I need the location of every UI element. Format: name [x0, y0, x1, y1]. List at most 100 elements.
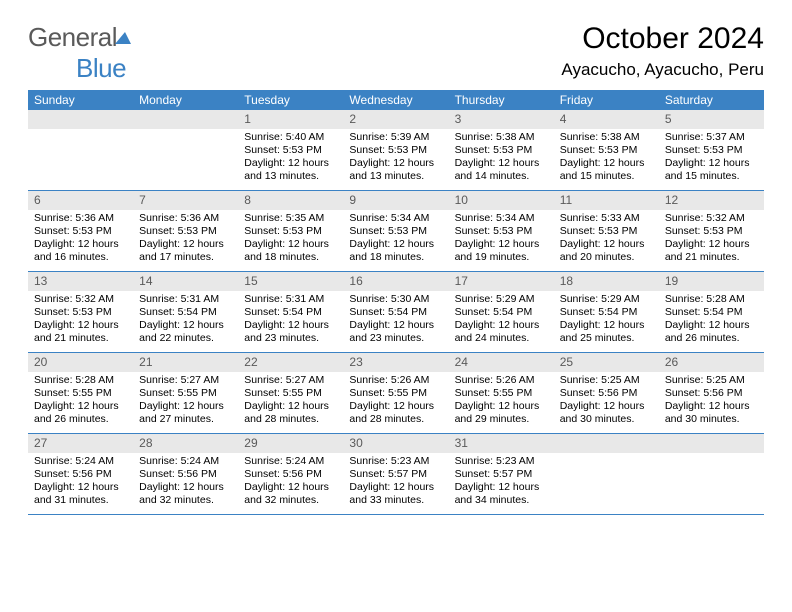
sunset-text: Sunset: 5:53 PM	[34, 306, 127, 319]
day-cell: 27Sunrise: 5:24 AMSunset: 5:56 PMDayligh…	[28, 434, 133, 514]
day-cell: 17Sunrise: 5:29 AMSunset: 5:54 PMDayligh…	[449, 272, 554, 352]
sunset-text: Sunset: 5:53 PM	[34, 225, 127, 238]
day-body: Sunrise: 5:31 AMSunset: 5:54 PMDaylight:…	[238, 291, 343, 352]
daylight-text: and 23 minutes.	[244, 332, 337, 345]
sunset-text: Sunset: 5:53 PM	[455, 225, 548, 238]
daylight-text: and 15 minutes.	[665, 170, 758, 183]
day-cell: 6Sunrise: 5:36 AMSunset: 5:53 PMDaylight…	[28, 191, 133, 271]
day-body: Sunrise: 5:32 AMSunset: 5:53 PMDaylight:…	[659, 210, 764, 271]
daylight-text: Daylight: 12 hours	[139, 238, 232, 251]
daylight-text: Daylight: 12 hours	[244, 157, 337, 170]
day-number: 2	[343, 110, 448, 129]
day-number: 17	[449, 272, 554, 291]
sunset-text: Sunset: 5:57 PM	[455, 468, 548, 481]
week-row: 1Sunrise: 5:40 AMSunset: 5:53 PMDaylight…	[28, 110, 764, 191]
daylight-text: and 13 minutes.	[244, 170, 337, 183]
daylight-text: and 15 minutes.	[560, 170, 653, 183]
daylight-text: Daylight: 12 hours	[455, 238, 548, 251]
daylight-text: and 32 minutes.	[139, 494, 232, 507]
day-body: Sunrise: 5:23 AMSunset: 5:57 PMDaylight:…	[449, 453, 554, 514]
sunrise-text: Sunrise: 5:39 AM	[349, 131, 442, 144]
daylight-text: and 25 minutes.	[560, 332, 653, 345]
daylight-text: and 18 minutes.	[244, 251, 337, 264]
day-number: 14	[133, 272, 238, 291]
logo-word2: Blue	[76, 53, 126, 83]
sunset-text: Sunset: 5:57 PM	[349, 468, 442, 481]
day-number: 5	[659, 110, 764, 129]
day-header-cell: Friday	[554, 90, 659, 110]
daylight-text: Daylight: 12 hours	[665, 238, 758, 251]
daylight-text: Daylight: 12 hours	[34, 400, 127, 413]
day-cell	[659, 434, 764, 514]
sunrise-text: Sunrise: 5:32 AM	[34, 293, 127, 306]
daylight-text: Daylight: 12 hours	[244, 319, 337, 332]
day-body: Sunrise: 5:24 AMSunset: 5:56 PMDaylight:…	[238, 453, 343, 514]
day-number: 13	[28, 272, 133, 291]
daylight-text: Daylight: 12 hours	[139, 481, 232, 494]
day-header-cell: Thursday	[449, 90, 554, 110]
sunrise-text: Sunrise: 5:29 AM	[455, 293, 548, 306]
sunrise-text: Sunrise: 5:36 AM	[34, 212, 127, 225]
week-row: 13Sunrise: 5:32 AMSunset: 5:53 PMDayligh…	[28, 272, 764, 353]
day-body: Sunrise: 5:34 AMSunset: 5:53 PMDaylight:…	[449, 210, 554, 271]
sunset-text: Sunset: 5:54 PM	[139, 306, 232, 319]
day-cell: 20Sunrise: 5:28 AMSunset: 5:55 PMDayligh…	[28, 353, 133, 433]
daylight-text: and 23 minutes.	[349, 332, 442, 345]
day-body: Sunrise: 5:36 AMSunset: 5:53 PMDaylight:…	[133, 210, 238, 271]
day-body: Sunrise: 5:30 AMSunset: 5:54 PMDaylight:…	[343, 291, 448, 352]
sunset-text: Sunset: 5:56 PM	[665, 387, 758, 400]
sunset-text: Sunset: 5:54 PM	[665, 306, 758, 319]
logo-text: General Blue	[28, 22, 133, 84]
day-body: Sunrise: 5:26 AMSunset: 5:55 PMDaylight:…	[343, 372, 448, 433]
daylight-text: and 17 minutes.	[139, 251, 232, 264]
day-body: Sunrise: 5:39 AMSunset: 5:53 PMDaylight:…	[343, 129, 448, 190]
empty-day-num	[133, 110, 238, 129]
sunrise-text: Sunrise: 5:31 AM	[139, 293, 232, 306]
daylight-text: and 30 minutes.	[665, 413, 758, 426]
day-number: 25	[554, 353, 659, 372]
day-cell: 14Sunrise: 5:31 AMSunset: 5:54 PMDayligh…	[133, 272, 238, 352]
day-cell: 8Sunrise: 5:35 AMSunset: 5:53 PMDaylight…	[238, 191, 343, 271]
daylight-text: and 22 minutes.	[139, 332, 232, 345]
day-body: Sunrise: 5:32 AMSunset: 5:53 PMDaylight:…	[28, 291, 133, 352]
day-number: 27	[28, 434, 133, 453]
day-body: Sunrise: 5:28 AMSunset: 5:54 PMDaylight:…	[659, 291, 764, 352]
sunrise-text: Sunrise: 5:37 AM	[665, 131, 758, 144]
day-number: 16	[343, 272, 448, 291]
sunset-text: Sunset: 5:56 PM	[139, 468, 232, 481]
daylight-text: Daylight: 12 hours	[34, 238, 127, 251]
sunrise-text: Sunrise: 5:26 AM	[455, 374, 548, 387]
day-body: Sunrise: 5:38 AMSunset: 5:53 PMDaylight:…	[449, 129, 554, 190]
daylight-text: and 19 minutes.	[455, 251, 548, 264]
daylight-text: and 16 minutes.	[34, 251, 127, 264]
day-body: Sunrise: 5:27 AMSunset: 5:55 PMDaylight:…	[133, 372, 238, 433]
day-body: Sunrise: 5:24 AMSunset: 5:56 PMDaylight:…	[133, 453, 238, 514]
day-number: 10	[449, 191, 554, 210]
day-cell	[554, 434, 659, 514]
logo-sail-icon	[113, 33, 133, 50]
empty-day-num	[554, 434, 659, 453]
daylight-text: and 28 minutes.	[349, 413, 442, 426]
daylight-text: Daylight: 12 hours	[665, 157, 758, 170]
day-header-cell: Sunday	[28, 90, 133, 110]
day-number: 26	[659, 353, 764, 372]
sunrise-text: Sunrise: 5:36 AM	[139, 212, 232, 225]
sunset-text: Sunset: 5:54 PM	[244, 306, 337, 319]
day-body: Sunrise: 5:36 AMSunset: 5:53 PMDaylight:…	[28, 210, 133, 271]
sunrise-text: Sunrise: 5:29 AM	[560, 293, 653, 306]
daylight-text: and 21 minutes.	[665, 251, 758, 264]
sunset-text: Sunset: 5:53 PM	[665, 144, 758, 157]
day-body: Sunrise: 5:25 AMSunset: 5:56 PMDaylight:…	[659, 372, 764, 433]
daylight-text: and 26 minutes.	[665, 332, 758, 345]
sunset-text: Sunset: 5:53 PM	[349, 144, 442, 157]
sunrise-text: Sunrise: 5:30 AM	[349, 293, 442, 306]
empty-day-num	[659, 434, 764, 453]
sunset-text: Sunset: 5:54 PM	[455, 306, 548, 319]
day-cell: 13Sunrise: 5:32 AMSunset: 5:53 PMDayligh…	[28, 272, 133, 352]
day-number: 18	[554, 272, 659, 291]
daylight-text: and 29 minutes.	[455, 413, 548, 426]
day-cell: 3Sunrise: 5:38 AMSunset: 5:53 PMDaylight…	[449, 110, 554, 190]
day-body: Sunrise: 5:35 AMSunset: 5:53 PMDaylight:…	[238, 210, 343, 271]
day-header-cell: Tuesday	[238, 90, 343, 110]
header: General Blue October 2024 Ayacucho, Ayac…	[0, 0, 792, 90]
